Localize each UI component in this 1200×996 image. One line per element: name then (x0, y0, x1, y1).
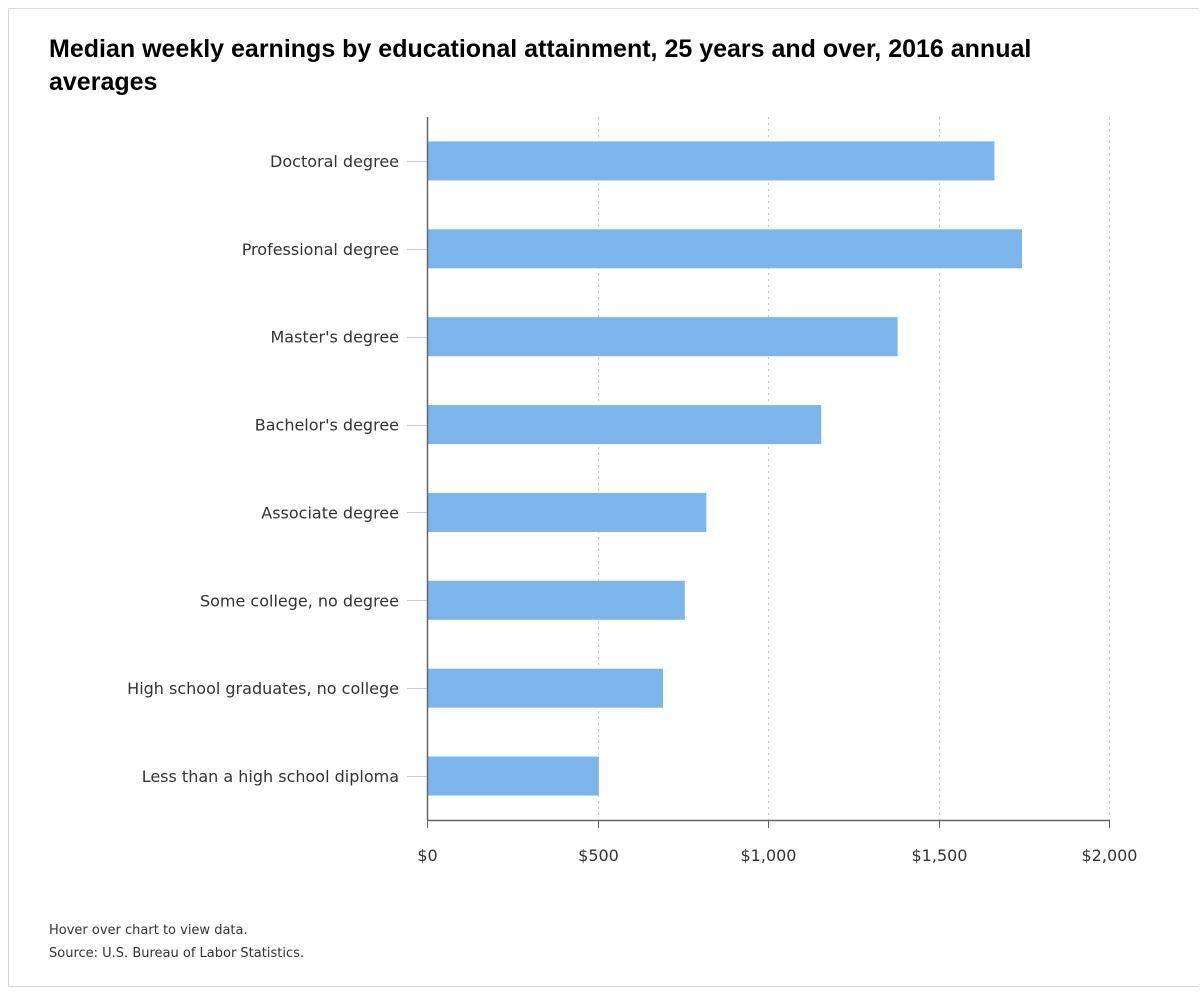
bar[interactable] (427, 405, 822, 445)
x-tick-label: $500 (578, 846, 619, 865)
bar[interactable] (427, 229, 1023, 269)
chart-title: Median weekly earnings by educational at… (49, 35, 1032, 96)
bar[interactable] (427, 756, 599, 796)
bar[interactable] (427, 668, 663, 708)
hover-note: Hover over chart to view data. (49, 923, 248, 938)
bar[interactable] (427, 317, 898, 357)
category-label: Professional degree (242, 240, 399, 259)
category-label: Doctoral degree (270, 152, 399, 171)
category-label: Less than a high school diploma (142, 767, 399, 786)
category-label: Bachelor's degree (255, 416, 399, 435)
source-note: Source: U.S. Bureau of Labor Statistics. (49, 946, 304, 961)
bars[interactable] (427, 141, 1023, 796)
category-labels: Doctoral degree Professional degree Master… (127, 152, 399, 786)
bar[interactable] (427, 492, 707, 532)
category-label: Associate degree (261, 503, 399, 522)
axes (407, 117, 1110, 828)
category-label: Master's degree (270, 328, 399, 347)
x-tick-label: $0 (417, 846, 437, 865)
gridlines (598, 117, 1110, 820)
x-tick-label: $1,500 (912, 846, 968, 865)
bar[interactable] (427, 580, 685, 620)
bar[interactable] (427, 141, 995, 181)
category-label: Some college, no degree (200, 591, 399, 610)
x-tick-label: $1,000 (741, 846, 797, 865)
x-tick-labels: $0 $500 $1,000 $1,500 $2,000 (417, 846, 1137, 865)
category-label: High school graduates, no college (127, 679, 399, 698)
x-tick-label: $2,000 (1082, 846, 1138, 865)
